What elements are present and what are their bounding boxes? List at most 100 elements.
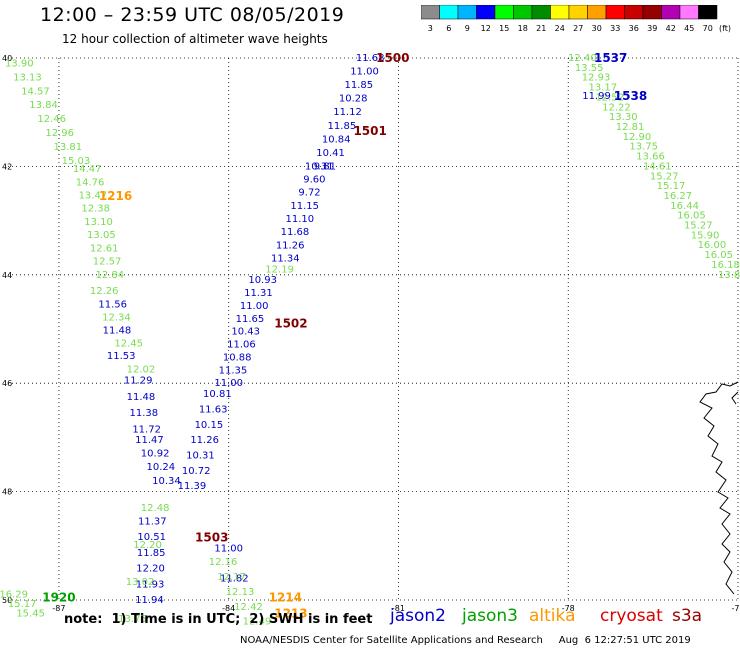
wave-height-value: 12.38	[81, 204, 110, 215]
wave-height-value: 10.31	[305, 161, 334, 172]
pass-time-label: 1503	[195, 531, 228, 545]
wave-height-value: 12.22	[602, 102, 631, 113]
wave-height-value: 12.81	[616, 122, 645, 133]
credit-line: NOAA/NESDIS Center for Satellite Applica…	[240, 635, 691, 646]
pass-time-label: 1502	[274, 317, 307, 331]
legend-label: 30	[592, 24, 602, 33]
wave-height-value: 12.93	[582, 73, 611, 84]
wave-height-value: 10.31	[186, 450, 215, 461]
wave-height-value: 10.92	[141, 449, 170, 460]
wave-height-value: 12.13	[226, 587, 255, 598]
wave-height-value: 12.46	[37, 114, 66, 125]
pass-time-label: 1537	[594, 51, 627, 65]
color-scale-legend: 3 6 9 12 15 18 21 24 27 30 33 36 39 42 45 70 (ft)	[421, 5, 731, 33]
wave-height-value: 11.34	[271, 254, 300, 265]
legend-label: 42	[666, 24, 676, 33]
wave-height-value: 11.48	[127, 392, 156, 403]
wave-height-value: 14.76	[76, 177, 105, 188]
wave-height-value: 15.27	[684, 221, 713, 232]
wave-height-value: 11.37	[138, 516, 167, 527]
wave-height-value: 12.20	[133, 540, 162, 551]
wave-height-value: 11.29	[124, 375, 153, 386]
wave-height-value: 10.93	[248, 275, 277, 286]
y-tick-label: 48	[2, 488, 12, 497]
wave-height-value: 12.96	[45, 128, 74, 139]
wave-height-value: 11.68	[356, 53, 385, 64]
wave-height-value: 11.48	[103, 325, 132, 336]
wave-height-value: 13.17	[589, 83, 618, 94]
wave-height-value: 11.93	[136, 579, 165, 590]
satellite-label-jason3: jason3	[462, 606, 518, 626]
wave-height-value: 11.00	[214, 544, 243, 555]
wave-height-value: 11.47	[135, 435, 164, 446]
wave-height-value: 10.51	[137, 532, 166, 543]
wave-height-value: 12.34	[102, 312, 131, 323]
wave-height-value: 13.75	[118, 614, 147, 625]
legend-label: 9	[465, 24, 470, 33]
wave-height-value: 10.81	[203, 389, 232, 400]
wave-height-value: 12.90	[623, 132, 652, 143]
legend-swatch	[698, 5, 718, 20]
wave-height-value: 12.16	[209, 557, 238, 568]
wave-height-value: 11.00	[240, 301, 269, 312]
wave-height-value: 16.05	[704, 250, 733, 261]
wave-height-value: 12.48	[141, 503, 170, 514]
y-tick-label: 40	[2, 54, 12, 63]
legend-label: 18	[518, 24, 528, 33]
pass-time-label: 1538	[614, 89, 647, 103]
wave-height-value: 16.18	[711, 260, 740, 271]
coastline	[699, 381, 739, 595]
wave-height-value: 11.99	[582, 91, 611, 102]
legend-label: 39	[647, 24, 657, 33]
wave-height-value: 10.34	[152, 476, 181, 487]
wave-height-value: 12.84	[96, 270, 125, 281]
wave-height-value: 11.06	[227, 340, 256, 351]
legend-label: 33	[610, 24, 620, 33]
wave-height-value: 11.53	[107, 351, 136, 362]
legend-label: 45	[684, 24, 694, 33]
footer-note: note: 1) Time is in UTC; 2) SWH is in fe…	[64, 612, 373, 627]
wave-height-value: 12.42	[234, 602, 263, 613]
wave-height-value: 9.72	[298, 188, 320, 199]
y-tick-label: 42	[2, 162, 12, 171]
legend-label: 3	[428, 24, 433, 33]
wave-height-value: 12.17	[217, 572, 246, 583]
x-tick-label: -81	[392, 604, 405, 613]
y-tick-label: 44	[2, 271, 12, 280]
wave-height-value: 11.68	[281, 227, 310, 238]
wave-height-value: 11.94	[135, 595, 164, 606]
satellite-label-s3a: s3a	[672, 606, 703, 626]
wave-height-value: 13.66	[636, 152, 665, 163]
wave-height-value: 13.10	[84, 217, 113, 228]
wave-height-value: 12.52	[595, 92, 624, 103]
wave-height-value: 11.12	[333, 107, 362, 118]
wave-height-value: 14.61	[643, 161, 672, 172]
wave-height-value: 13.30	[609, 112, 638, 123]
wave-height-value: 12.40	[568, 53, 597, 64]
wave-height-value: 13.90	[5, 58, 34, 69]
wave-height-value: 9.60	[303, 175, 325, 186]
wave-height-value: 13.87	[718, 270, 740, 281]
legend-label: 6	[446, 24, 451, 33]
wave-height-value: 14.47	[73, 164, 102, 175]
wave-height-value: 11.00	[350, 67, 379, 78]
wave-height-value: 13.81	[54, 142, 83, 153]
satellite-label-cryosat: cryosat	[600, 606, 663, 626]
wave-height-value: 16.05	[677, 211, 706, 222]
wave-height-value: 10.28	[339, 94, 368, 105]
wave-height-value: 15.45	[16, 609, 45, 620]
wave-height-value: 15.27	[650, 171, 679, 182]
legend-label: 12	[481, 24, 491, 33]
pass-time-label: 1213	[274, 607, 307, 621]
wave-height-value: 16.44	[670, 201, 699, 212]
legend-label: 24	[555, 24, 565, 33]
wave-height-value: 11.63	[199, 404, 228, 415]
wave-height-value: 11.38	[129, 408, 158, 419]
legend-label: 27	[573, 24, 583, 33]
wave-height-value: 11.72	[132, 424, 161, 435]
pass-time-label: 1214	[269, 590, 302, 604]
wave-height-value: 11.82	[220, 573, 249, 584]
wave-height-value: 10.88	[223, 352, 252, 363]
wave-height-value: 10.72	[182, 466, 211, 477]
wave-height-value: 13.84	[29, 100, 58, 111]
